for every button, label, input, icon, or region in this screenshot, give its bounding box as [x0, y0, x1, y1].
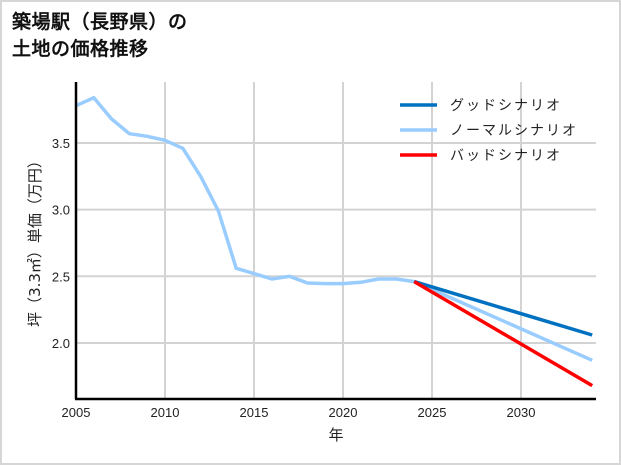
- legend-label: バッドシナリオ: [450, 148, 562, 164]
- chart-title-line2: 土地の価格推移: [12, 38, 149, 60]
- series-line-0: [413, 279, 593, 337]
- grid-lines: [76, 82, 596, 399]
- x-tick-label: 2020: [329, 405, 358, 420]
- y-tick-label: 3.5: [52, 136, 70, 151]
- series-line-2: [413, 280, 594, 388]
- x-tick-label: 2025: [418, 405, 447, 420]
- chart-title: 築場駅（長野県）の 土地の価格推移: [12, 9, 188, 63]
- tick-labels: 2005 2010 2015 2020 2025 2030 2.0 2.5 3.0 3.5: [52, 136, 536, 420]
- chart-title-line1: 築場駅（長野県）の: [12, 11, 188, 33]
- x-axis-label: 年: [328, 426, 343, 444]
- data-series: [75, 95, 594, 388]
- axes: [74, 82, 596, 401]
- legend-label: ノーマルシナリオ: [450, 123, 578, 139]
- x-tick-label: 2005: [62, 405, 91, 420]
- legend-label: グッドシナリオ: [450, 98, 562, 114]
- x-tick-label: 2030: [507, 405, 536, 420]
- y-axis-label: 坪（3.3㎡）単価（万円）: [26, 153, 44, 327]
- series-line-1: [75, 95, 593, 362]
- y-tick-label: 2.0: [52, 336, 70, 351]
- x-tick-label: 2015: [240, 405, 269, 420]
- y-tick-label: 3.0: [52, 203, 70, 218]
- y-tick-label: 2.5: [52, 269, 70, 284]
- x-tick-label: 2010: [151, 405, 180, 420]
